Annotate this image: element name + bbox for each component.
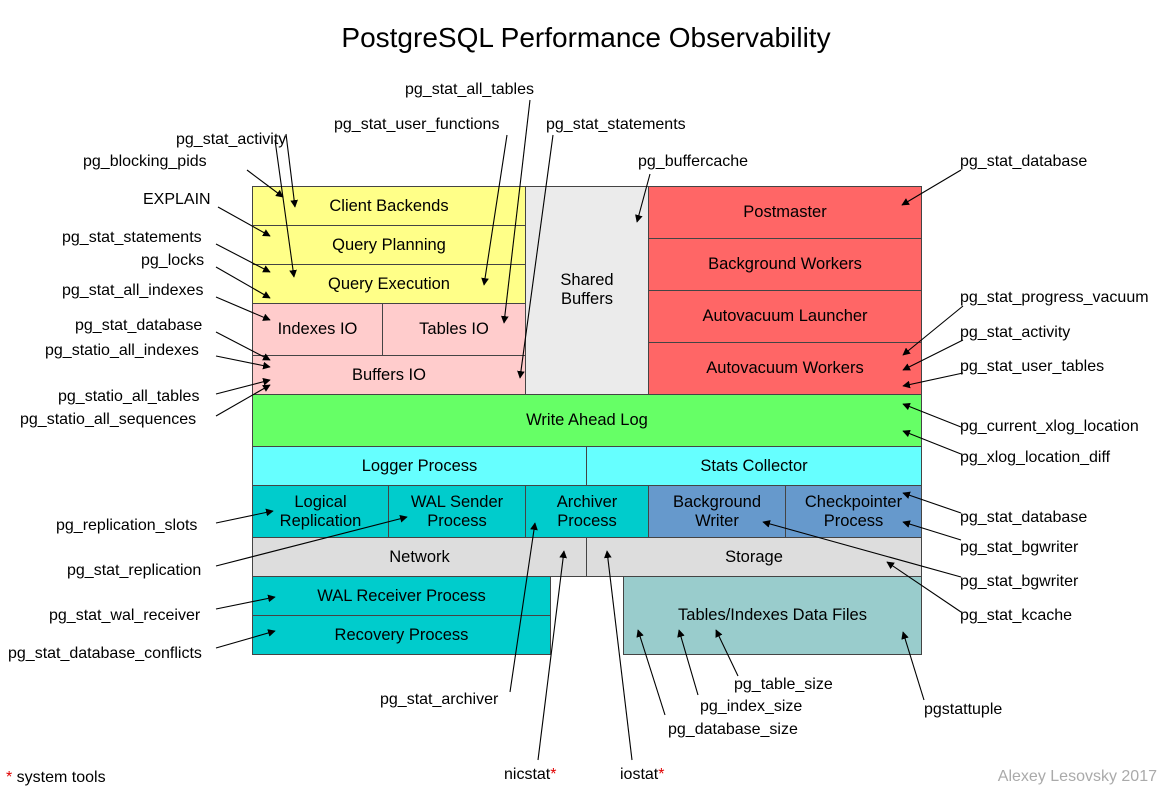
author-credit: Alexey Lesovsky 2017: [997, 768, 1157, 785]
arrow: [285, 133, 298, 208]
label-iostat: iostat*: [620, 766, 664, 784]
label-pg-statio-all-tables: pg_statio_all_tables: [58, 388, 200, 405]
arrow: [902, 339, 964, 371]
logical-replication-box: Logical Replication: [252, 485, 389, 538]
label-pg-locks: pg_locks: [141, 252, 205, 269]
shared-buffers-box: Shared Buffers: [525, 186, 649, 395]
arrow: [481, 134, 508, 286]
label-pg-stat-activity-top: pg_stat_activity: [176, 131, 287, 148]
label-pg-buffercache: pg_buffercache: [638, 153, 749, 170]
arrow: [215, 384, 271, 417]
arrow: [215, 629, 276, 649]
nicstat-star: *: [550, 766, 557, 783]
arrow: [901, 631, 925, 701]
checkpointer-box: Checkpointer Process: [785, 485, 922, 538]
arrow: [902, 305, 964, 356]
query-execution-box: Query Execution: [252, 264, 526, 304]
label-pg-stat-wal-receiver: pg_stat_wal_receiver: [49, 607, 201, 624]
arrow: [677, 629, 699, 696]
label-pg-stat-archiver: pg_stat_archiver: [380, 691, 499, 708]
arrow: [902, 491, 962, 514]
label-explain: EXPLAIN: [143, 191, 211, 208]
label-nicstat: nicstat*: [504, 766, 556, 784]
label-pg-database-size: pg_database_size: [668, 721, 798, 738]
label-pg-stat-all-indexes: pg_stat_all_indexes: [62, 282, 204, 299]
arrow: [509, 522, 538, 693]
arrow: [274, 139, 297, 278]
background-workers-box: Background Workers: [648, 238, 922, 291]
label-pg-statio-all-sequences: pg_statio_all_sequences: [20, 411, 197, 428]
stats-collector-box: Stats Collector: [586, 446, 922, 486]
buffers-io-box: Buffers IO: [252, 355, 526, 395]
label-pg-stat-statements-top: pg_stat_statements: [546, 116, 686, 133]
arrow: [636, 629, 666, 716]
arrow: [215, 514, 408, 567]
label-pg-replication-slots: pg_replication_slots: [56, 517, 198, 534]
arrow: [902, 520, 962, 541]
wal-receiver-box: WAL Receiver Process: [252, 576, 551, 616]
data-files-box: Tables/Indexes Data Files: [623, 576, 922, 655]
diagram-title: PostgreSQL Performance Observability: [341, 22, 831, 53]
label-pg-stat-database-conflicts: pg_stat_database_conflicts: [8, 645, 202, 662]
iostat-text: iostat: [620, 766, 659, 783]
label-pg-stat-replication: pg_stat_replication: [67, 562, 202, 579]
background-writer-box: Background Writer: [648, 485, 786, 538]
label-pg-stat-user-tables: pg_stat_user_tables: [960, 358, 1105, 375]
recovery-process-box: Recovery Process: [252, 615, 551, 655]
label-pg-stat-progress-vacuum: pg_stat_progress_vacuum: [960, 289, 1149, 306]
label-pg-stat-user-functions: pg_stat_user_functions: [334, 116, 500, 133]
arrow: [886, 561, 962, 613]
label-pg-stat-kcache: pg_stat_kcache: [960, 607, 1073, 624]
label-pgstattuple: pgstattuple: [924, 701, 1003, 718]
arrow: [762, 520, 962, 578]
arrow: [246, 169, 284, 198]
iostat-star: *: [658, 766, 665, 783]
arrow: [500, 99, 531, 324]
label-pg-stat-bgwriter-1: pg_stat_bgwriter: [960, 539, 1079, 556]
autovacuum-launcher-box: Autovacuum Launcher: [648, 290, 922, 343]
legend-star: *: [6, 769, 13, 786]
arrow: [902, 402, 962, 428]
nicstat-text: nicstat: [504, 766, 551, 783]
arrow: [215, 296, 271, 321]
label-pg-index-size: pg_index_size: [700, 698, 803, 715]
arrow: [215, 266, 271, 299]
label-pg-xlog-location-diff: pg_xlog_location_diff: [960, 449, 1111, 466]
label-pg-statio-all-indexes: pg_statio_all_indexes: [45, 342, 199, 359]
label-pg-stat-database-top: pg_stat_database: [960, 153, 1088, 170]
arrow: [517, 134, 554, 379]
label-pg-stat-database-right: pg_stat_database: [960, 509, 1088, 526]
arrow: [715, 629, 739, 677]
arrow: [215, 594, 276, 610]
label-pg-stat-statements-left: pg_stat_statements: [62, 229, 202, 246]
arrow: [217, 206, 271, 237]
arrow: [604, 550, 633, 761]
label-pg-stat-activity-right: pg_stat_activity: [960, 324, 1071, 341]
arrow: [901, 169, 962, 206]
arrow: [902, 372, 964, 389]
arrow: [215, 331, 271, 361]
arrow: [215, 508, 274, 524]
label-pg-stat-all-tables: pg_stat_all_tables: [405, 81, 534, 98]
label-pg-current-xlog-location: pg_current_xlog_location: [960, 418, 1139, 435]
arrow: [215, 243, 271, 273]
arrow: [537, 550, 567, 761]
label-pg-stat-bgwriter-2: pg_stat_bgwriter: [960, 573, 1079, 590]
logger-process-box: Logger Process: [252, 446, 587, 486]
autovacuum-workers-box: Autovacuum Workers: [648, 342, 922, 395]
arrow: [215, 355, 271, 370]
wal-sender-box: WAL Sender Process: [388, 485, 526, 538]
arrow: [635, 173, 651, 223]
arrow: [215, 378, 271, 395]
arrow: [902, 429, 962, 455]
label-pg-table-size: pg_table_size: [734, 676, 833, 693]
label-pg-stat-database-left: pg_stat_database: [75, 317, 203, 334]
legend-note: * system tools: [6, 769, 106, 787]
label-pg-blocking-pids: pg_blocking_pids: [83, 153, 207, 170]
legend-text: system tools: [12, 769, 106, 786]
